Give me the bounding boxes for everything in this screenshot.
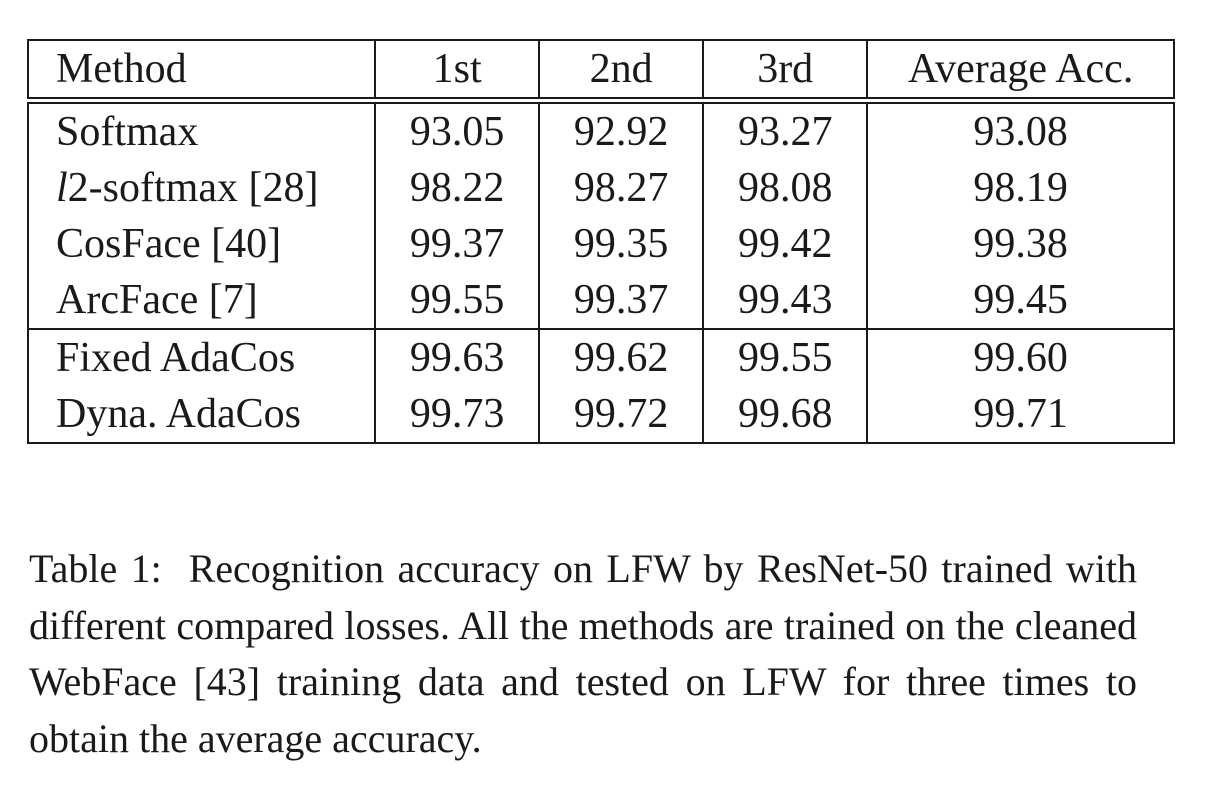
method-name: 2-softmax [28] xyxy=(67,165,319,211)
average-cell: 93.08 xyxy=(866,102,1175,160)
average-cell-best: 99.71 xyxy=(866,386,1175,444)
table-caption: Table 1: Recognition accuracy on LFW by … xyxy=(29,541,1137,767)
value-cell: 93.27 xyxy=(702,102,869,160)
value-cell: 99.37 xyxy=(538,272,705,330)
value-cell: 99.55 xyxy=(702,328,869,386)
value-cell: 99.73 xyxy=(374,386,541,444)
value-cell: 99.62 xyxy=(538,328,705,386)
value-cell: 99.55 xyxy=(374,272,541,330)
table-row-cosface: CosFace [40] 99.37 99.35 99.42 99.38 xyxy=(26,216,1175,272)
header-method: Method xyxy=(26,39,377,99)
results-table: Method 1st 2nd 3rd Average Acc. Softmax … xyxy=(26,39,1175,444)
header-2nd: 2nd xyxy=(538,39,705,99)
value-cell: 98.08 xyxy=(702,160,869,216)
value-cell: 99.42 xyxy=(702,216,869,272)
table-row-fixed-adacos: Fixed AdaCos 99.63 99.62 99.55 99.60 xyxy=(26,328,1175,386)
method-cell: Softmax xyxy=(26,102,377,160)
table-row-arcface: ArcFace [7] 99.55 99.37 99.43 99.45 xyxy=(26,272,1175,330)
header-3rd: 3rd xyxy=(702,39,869,99)
method-cell: CosFace [40] xyxy=(26,216,377,272)
value-cell: 99.68 xyxy=(702,386,869,444)
value-cell: 99.43 xyxy=(702,272,869,330)
value-cell: 93.05 xyxy=(374,102,541,160)
value-cell: 98.22 xyxy=(374,160,541,216)
average-cell: 99.38 xyxy=(866,216,1175,272)
value-cell: 99.63 xyxy=(374,328,541,386)
table-row-dyna-adacos: Dyna. AdaCos 99.73 99.72 99.68 99.71 xyxy=(26,386,1175,444)
header-1st: 1st xyxy=(374,39,541,99)
table-header-row: Method 1st 2nd 3rd Average Acc. xyxy=(26,39,1175,99)
header-average-acc: Average Acc. xyxy=(866,39,1175,99)
method-cell: ArcFace [7] xyxy=(26,272,377,330)
caption-text: Recognition accuracy on LFW by ResNet-50… xyxy=(29,546,1137,761)
method-cell: Fixed AdaCos xyxy=(26,328,377,386)
average-cell-best: 99.60 xyxy=(866,328,1175,386)
method-cell: l2-softmax [28] xyxy=(26,160,377,216)
method-cell: Dyna. AdaCos xyxy=(26,386,377,444)
average-cell: 99.45 xyxy=(866,272,1175,330)
value-cell: 92.92 xyxy=(538,102,705,160)
value-cell: 98.27 xyxy=(538,160,705,216)
value-cell: 99.35 xyxy=(538,216,705,272)
caption-label: Table 1: xyxy=(29,546,162,591)
table-row-softmax: Softmax 93.05 92.92 93.27 93.08 xyxy=(26,102,1175,160)
table-row-l2-softmax: l2-softmax [28] 98.22 98.27 98.08 98.19 xyxy=(26,160,1175,216)
value-cell: 99.37 xyxy=(374,216,541,272)
average-cell: 98.19 xyxy=(866,160,1175,216)
method-prefix-l: l xyxy=(56,165,68,211)
value-cell: 99.72 xyxy=(538,386,705,444)
